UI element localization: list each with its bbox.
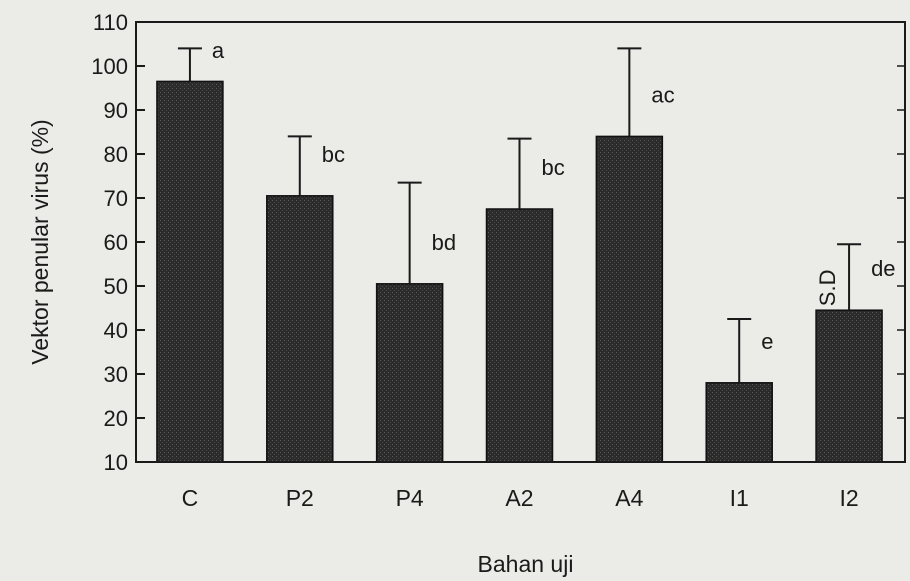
x-tick-label-p2: P2	[286, 485, 314, 511]
bar-p4	[375, 283, 444, 463]
plot-frame	[135, 21, 906, 463]
bar-i2	[815, 309, 883, 463]
x-axis-title: Bahan uji	[478, 551, 574, 577]
y-tick-label: 110	[93, 10, 128, 35]
x-axis-tick-labels: C P2 P4 A2 A4 I1 I2	[182, 485, 859, 511]
significance-letter-c: a	[212, 38, 225, 63]
significance-letter-p4: bd	[432, 230, 456, 255]
significance-letter-p2: bc	[322, 142, 345, 167]
x-tick-label-c: C	[182, 485, 199, 511]
x-tick-label-p4: P4	[396, 485, 424, 511]
bar-p2	[266, 195, 334, 463]
y-tick-label: 20	[104, 406, 128, 431]
y-tick-label: 40	[104, 318, 128, 343]
significance-letter-i2: de	[871, 256, 895, 281]
bar-a4	[595, 135, 664, 463]
x-tick-label-a2: A2	[505, 485, 533, 511]
y-tick-label: 30	[104, 362, 128, 387]
y-tick-label: 70	[104, 186, 128, 211]
error-bars	[177, 47, 862, 383]
y-tick-label: 60	[104, 230, 128, 255]
y-axis-ticks: 10 20 30 40 50 60 70 80 90 100 110	[91, 10, 905, 475]
x-tick-label-i2: I2	[839, 485, 858, 511]
significance-letter-a4: ac	[651, 82, 674, 107]
significance-letters: a bc bd bc ac e de	[212, 38, 896, 354]
bar-i1	[705, 382, 773, 463]
significance-letter-a2: bc	[542, 155, 565, 180]
y-tick-label: 90	[104, 98, 128, 123]
x-tick-label-a4: A4	[615, 485, 643, 511]
y-axis-title: Vektor penular virus (%)	[27, 119, 53, 364]
significance-letter-i1: e	[761, 329, 773, 354]
y-tick-label: 10	[104, 450, 128, 475]
x-tick-label-i1: I1	[730, 485, 749, 511]
bars	[156, 80, 883, 463]
y-tick-label: 50	[104, 274, 128, 299]
bar-a2	[485, 208, 554, 463]
bar-c	[156, 80, 224, 463]
y-tick-label: 100	[91, 54, 128, 79]
sd-annotation: S.D	[815, 270, 840, 307]
y-tick-label: 80	[104, 142, 128, 167]
